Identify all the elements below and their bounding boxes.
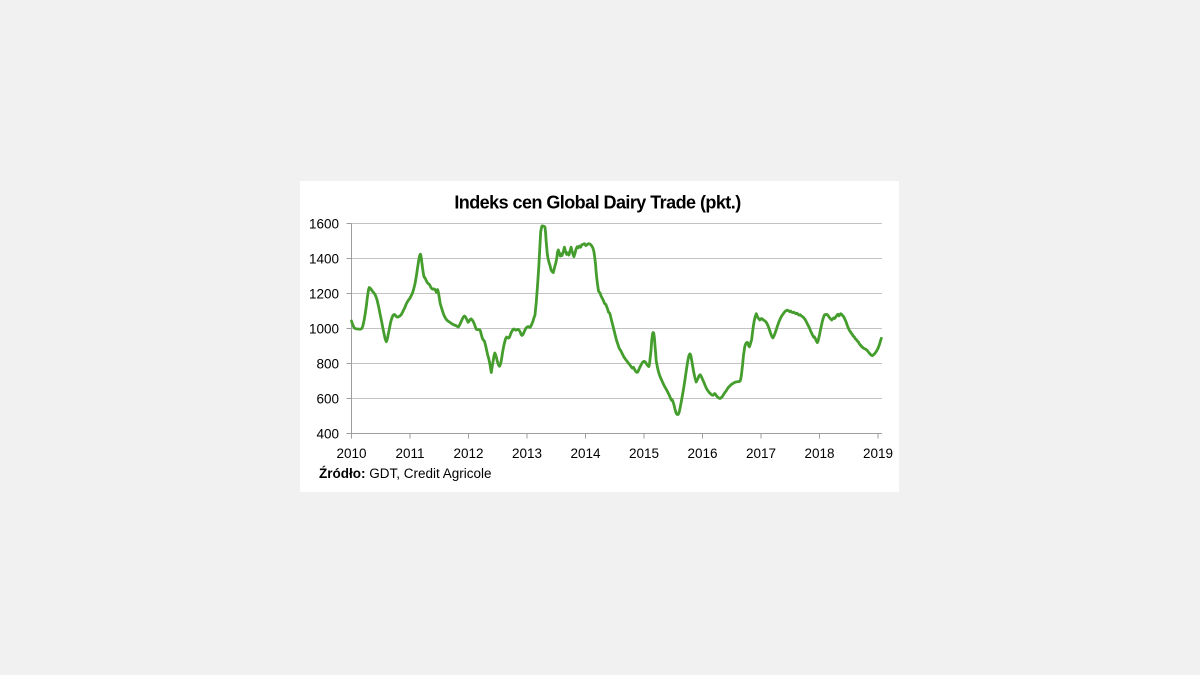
svg-text:1200: 1200	[309, 286, 339, 301]
svg-text:2017: 2017	[746, 446, 776, 461]
svg-text:2019: 2019	[863, 446, 893, 461]
svg-text:2013: 2013	[512, 446, 542, 461]
svg-text:Indeks cen Global Dairy Trade: Indeks cen Global Dairy Trade (pkt.)	[454, 193, 741, 213]
svg-text:800: 800	[316, 356, 339, 371]
svg-text:2011: 2011	[395, 446, 424, 461]
svg-text:1000: 1000	[309, 321, 339, 336]
svg-text:2016: 2016	[687, 446, 717, 461]
svg-text:600: 600	[316, 391, 339, 406]
svg-text:400: 400	[316, 426, 339, 441]
svg-text:Źródło: GDT, Credit Agricole: Źródło: GDT, Credit Agricole	[319, 466, 492, 481]
svg-text:2015: 2015	[629, 446, 659, 461]
svg-text:2010: 2010	[336, 446, 366, 461]
svg-text:2012: 2012	[453, 446, 483, 461]
svg-text:1600: 1600	[309, 216, 339, 231]
svg-text:2018: 2018	[804, 446, 834, 461]
svg-text:2014: 2014	[570, 446, 601, 461]
svg-text:1400: 1400	[309, 251, 339, 266]
